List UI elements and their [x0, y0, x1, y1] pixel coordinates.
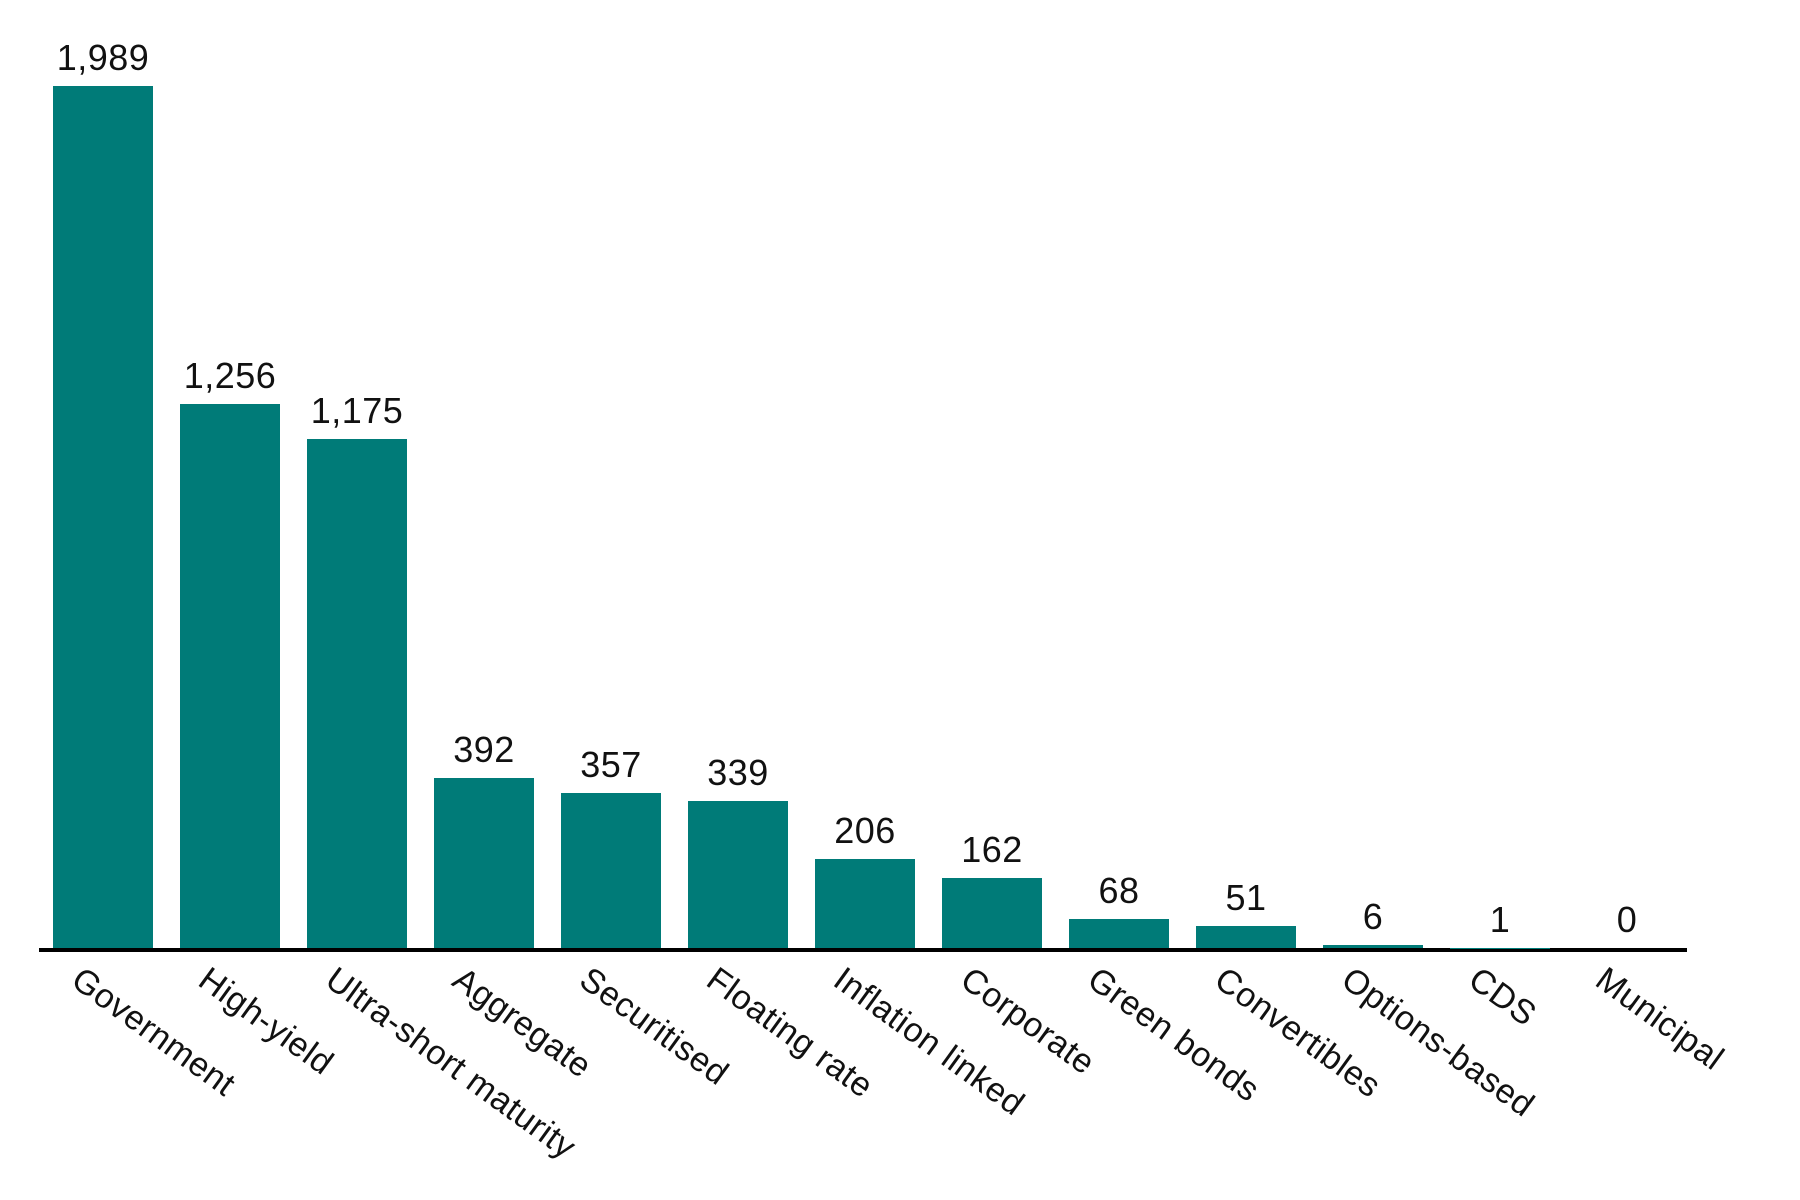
bar-value-label: 392 — [453, 729, 515, 771]
bar — [307, 438, 407, 948]
bar-value-label: 1,256 — [183, 354, 277, 396]
bar-value-label: 162 — [961, 828, 1023, 870]
bar-value-label: 339 — [707, 752, 769, 794]
bar — [434, 778, 534, 948]
bar — [688, 801, 788, 948]
bar — [1323, 945, 1423, 948]
bar-value-label: 1,989 — [56, 37, 150, 78]
bar-value-label: 357 — [580, 744, 642, 786]
bar — [815, 858, 915, 948]
bar — [561, 793, 661, 948]
bar-value-label: 6 — [1362, 896, 1384, 938]
bar-value-label: 68 — [1098, 869, 1140, 911]
x-tick-label: Municipal — [1588, 960, 1731, 1078]
bar-value-label: 0 — [1616, 899, 1638, 940]
bar-value-label: 1,175 — [310, 389, 404, 431]
bar-value-label: 51 — [1225, 876, 1267, 918]
bar-value-label: 1 — [1489, 898, 1511, 940]
bar — [942, 877, 1042, 948]
bar — [1196, 925, 1296, 948]
bar-value-label: 206 — [834, 809, 896, 851]
x-axis-line — [39, 948, 1687, 952]
bar — [180, 403, 280, 948]
bar — [1069, 918, 1169, 948]
x-tick-label: CDS — [1461, 960, 1544, 1034]
bar — [53, 86, 153, 948]
